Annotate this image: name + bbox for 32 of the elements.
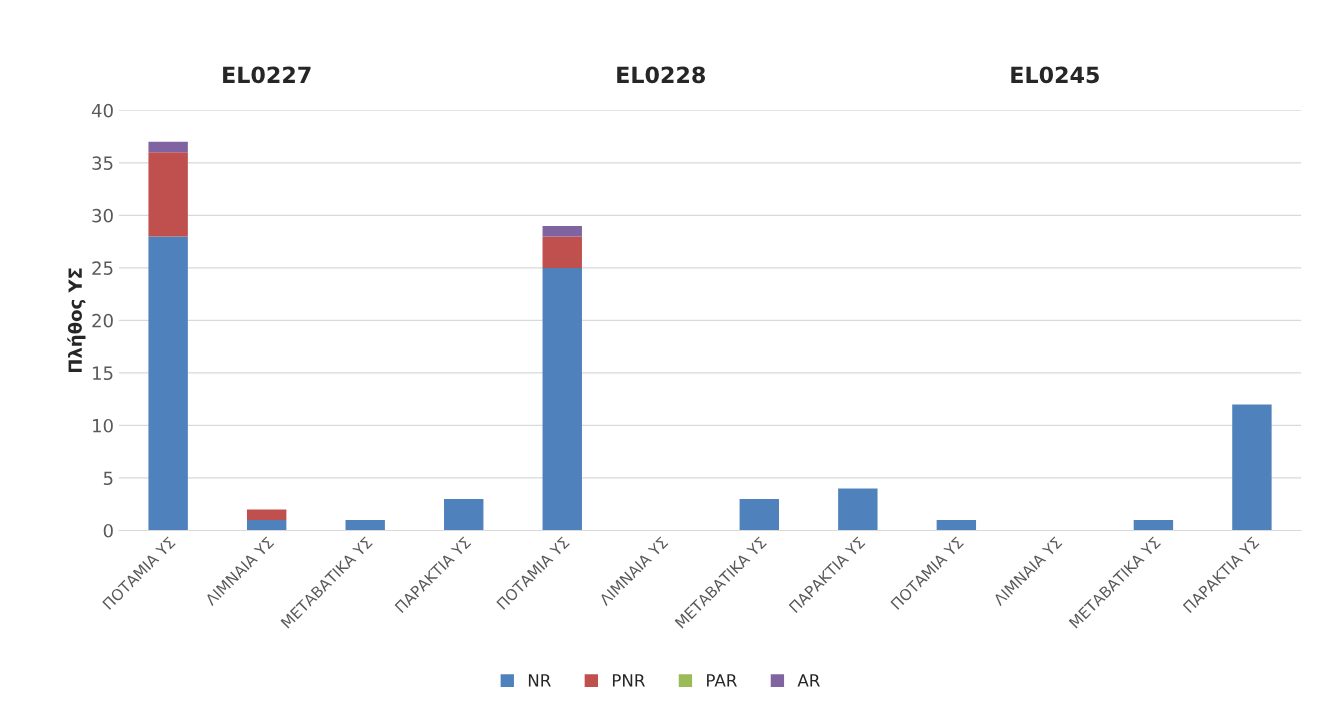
y-tick-label: 5	[103, 471, 113, 486]
legend-label: AR	[797, 674, 820, 687]
text: EL0228	[617, 66, 705, 84]
y-tick-label: 0	[103, 523, 113, 538]
bar	[1232, 404, 1272, 531]
bar	[246, 509, 287, 520]
bar	[838, 488, 878, 531]
legend-label: NR	[528, 674, 551, 687]
bar	[936, 519, 977, 531]
y-tick-label: 40	[91, 103, 113, 118]
y-tick-label: 20	[92, 313, 113, 328]
bar	[345, 519, 385, 531]
bar	[444, 498, 484, 531]
bar	[148, 236, 188, 531]
text: EL0245	[1011, 66, 1099, 84]
bar	[148, 152, 188, 237]
legend-label: PNR	[612, 674, 645, 687]
text: EL0227	[223, 66, 311, 84]
y-tick-label: 15	[93, 366, 113, 381]
y-tick-label: 25	[92, 261, 113, 276]
legend-label: PAR	[707, 674, 737, 687]
y-tick-label: 10	[93, 418, 113, 433]
bar	[148, 141, 188, 153]
y-axis-title: Πλήθος ΥΣ	[67, 268, 86, 373]
bar	[1133, 519, 1174, 531]
bar	[246, 519, 287, 531]
bar	[739, 498, 779, 531]
bar	[542, 225, 582, 237]
bar	[542, 267, 582, 531]
bar	[542, 236, 582, 268]
y-tick-label: 35	[92, 156, 113, 170]
y-tick-label: 30	[92, 208, 113, 223]
